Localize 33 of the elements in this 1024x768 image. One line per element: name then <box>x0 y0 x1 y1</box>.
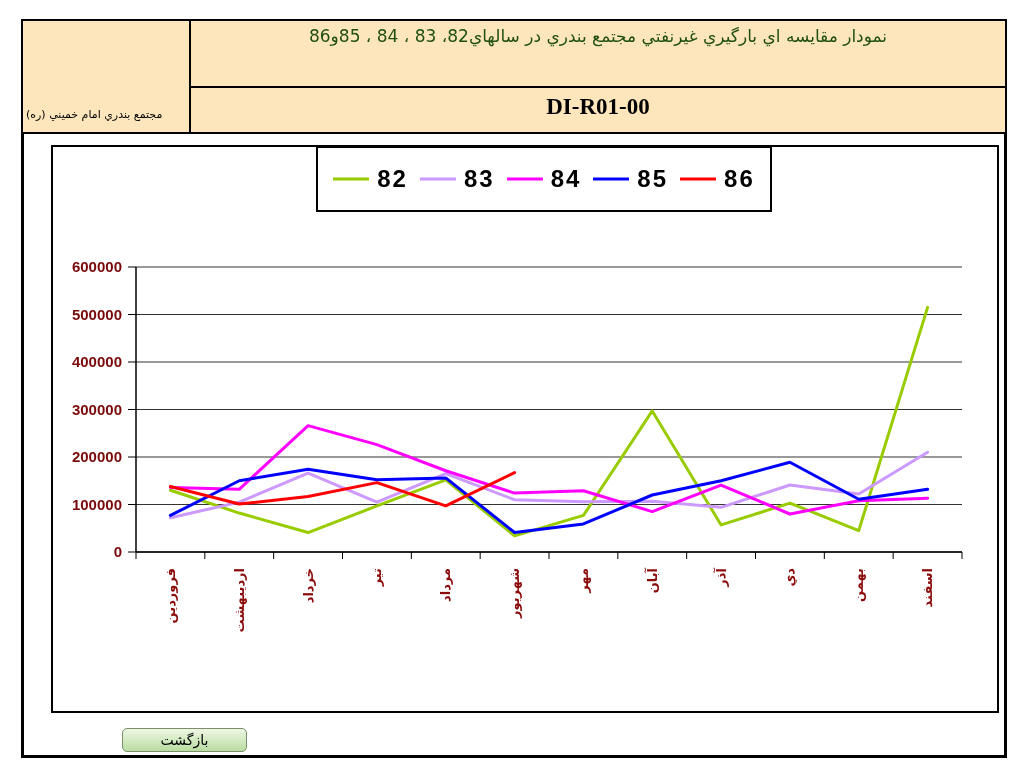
x-tick-label: دي <box>782 567 798 587</box>
y-tick-label: 300000 <box>71 400 122 418</box>
y-tick-label: 500000 <box>71 305 122 323</box>
x-tick-label: مهر <box>575 568 591 594</box>
line-series <box>168 460 930 535</box>
x-tick-label: آذر <box>712 567 729 588</box>
legend-label: 83 <box>463 165 495 193</box>
chart-title: نمودار مقايسه اي بارگيري غيرنفتي مجتمع بندري در سالهاي82، 83 ، 84 ، 85و86 <box>307 26 889 46</box>
y-tick-label: 200000 <box>71 448 122 466</box>
x-tick-label: مرداد <box>438 568 454 602</box>
x-tick-label: آبان <box>643 567 660 594</box>
y-tick-label: 0 <box>113 543 122 561</box>
y-tick-label: 600000 <box>71 258 122 276</box>
text: مجتمع بندري امام خميني (ره) <box>26 108 164 121</box>
legend-label: 82 <box>377 165 408 193</box>
line-series <box>168 471 517 508</box>
legend-label: 85 <box>637 165 669 193</box>
line-series <box>168 450 930 520</box>
y-tick-label: 400000 <box>71 353 122 371</box>
x-tick-label: ارديبهشت <box>231 568 247 633</box>
y-tick-label: 100000 <box>71 495 122 513</box>
x-tick-label: تير <box>369 568 385 588</box>
x-tick-label: شهريور <box>507 568 523 619</box>
legend-label: 84 <box>550 165 582 193</box>
x-tick-label: فروردين <box>162 568 178 624</box>
line-series <box>168 424 930 516</box>
button: بازگشت <box>122 728 247 752</box>
legend-label: 86 <box>724 165 755 193</box>
x-tick-label: اسفند <box>920 568 936 608</box>
x-tick-label: بهمن <box>851 568 867 602</box>
line-series <box>168 305 930 538</box>
x-tick-label: خرداد <box>300 568 316 604</box>
chart-subtitle: DI-R01-00 <box>545 94 651 120</box>
